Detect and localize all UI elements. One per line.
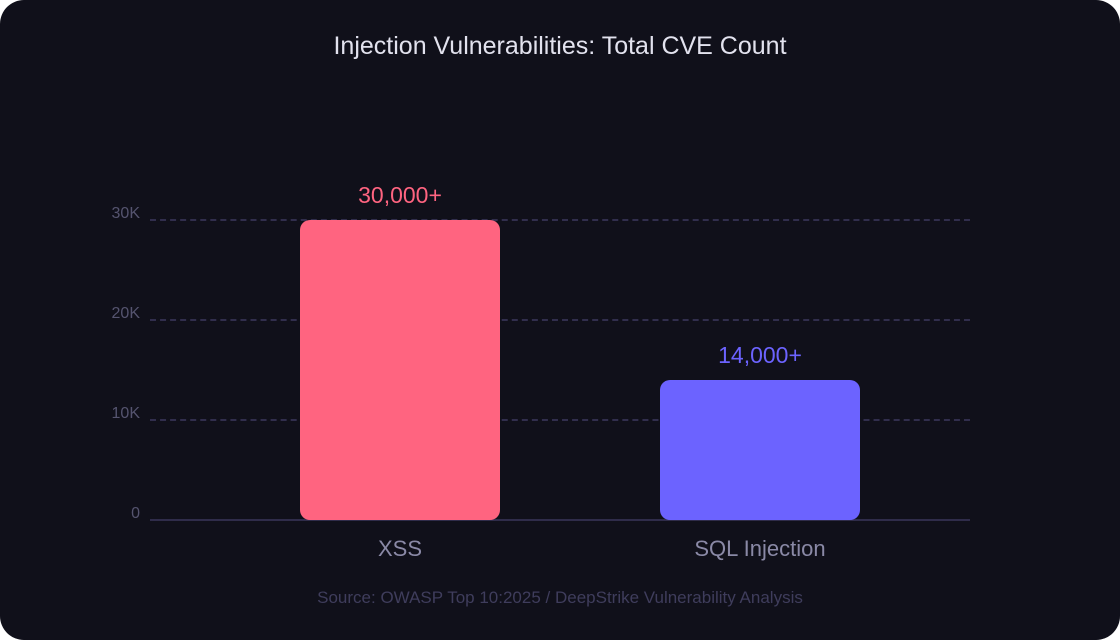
- gridline-20k: [150, 319, 970, 321]
- bar-xss[interactable]: [300, 220, 500, 520]
- source-note: Source: OWASP Top 10:2025 / DeepStrike V…: [317, 588, 803, 607]
- y-tick-10k: 10K: [111, 405, 140, 422]
- x-label-xss: XSS: [377, 536, 423, 561]
- gridline-30k: [150, 219, 970, 221]
- value-label-sql-injection: 14,000+: [718, 342, 802, 368]
- x-axis-line: [150, 519, 970, 521]
- gridline-10k: [150, 419, 970, 421]
- chart-title: Injection Vulnerabilities: Total CVE Cou…: [333, 32, 787, 60]
- y-tick-20k: 20K: [111, 305, 140, 322]
- bar-sql-injection[interactable]: [660, 380, 860, 520]
- value-label-xss: 30,000+: [358, 182, 442, 208]
- y-tick-0: 0: [131, 505, 140, 522]
- y-tick-30k: 30K: [111, 205, 140, 222]
- x-label-sql-injection: SQL Injection: [694, 536, 826, 561]
